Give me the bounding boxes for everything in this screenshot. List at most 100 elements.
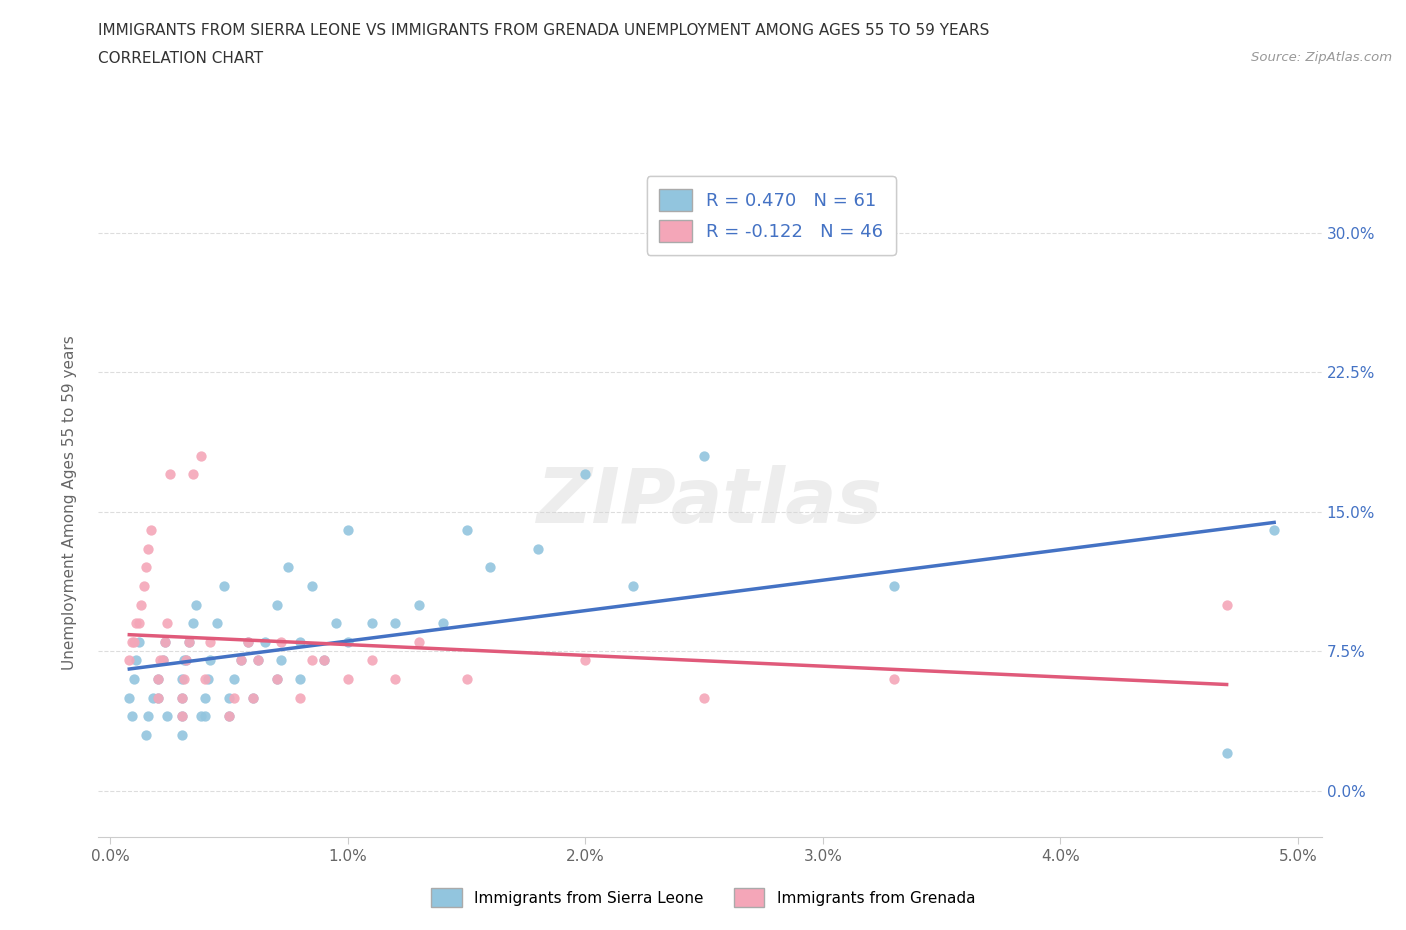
Point xyxy=(177,634,200,649)
Point xyxy=(190,709,212,724)
Point xyxy=(408,634,430,649)
Point xyxy=(156,709,179,724)
Point xyxy=(218,709,240,724)
Legend: Immigrants from Sierra Leone, Immigrants from Grenada: Immigrants from Sierra Leone, Immigrants… xyxy=(425,883,981,913)
Point xyxy=(170,671,193,686)
Point xyxy=(527,541,550,556)
Point xyxy=(277,560,299,575)
Point xyxy=(270,653,292,668)
Point xyxy=(190,448,212,463)
Point xyxy=(125,616,148,631)
Point xyxy=(135,727,157,742)
Point xyxy=(139,523,162,538)
Point xyxy=(198,653,221,668)
Y-axis label: Unemployment Among Ages 55 to 59 years: Unemployment Among Ages 55 to 59 years xyxy=(62,335,77,670)
Point xyxy=(301,578,323,593)
Point xyxy=(229,653,252,668)
Point xyxy=(170,690,193,705)
Point xyxy=(149,653,172,668)
Point xyxy=(122,671,145,686)
Point xyxy=(266,671,288,686)
Point xyxy=(408,597,430,612)
Point xyxy=(1263,523,1285,538)
Point xyxy=(693,690,716,705)
Point xyxy=(194,671,217,686)
Point xyxy=(121,634,143,649)
Point xyxy=(205,616,228,631)
Point xyxy=(152,653,174,668)
Point xyxy=(170,709,193,724)
Point xyxy=(146,671,169,686)
Point xyxy=(384,671,406,686)
Point xyxy=(198,634,221,649)
Point xyxy=(222,671,245,686)
Point xyxy=(159,467,181,482)
Point xyxy=(197,671,219,686)
Point xyxy=(883,578,905,593)
Point xyxy=(270,634,292,649)
Point xyxy=(246,653,269,668)
Point xyxy=(176,653,198,668)
Point xyxy=(194,709,217,724)
Point xyxy=(136,541,159,556)
Point xyxy=(125,653,148,668)
Point xyxy=(242,690,264,705)
Point xyxy=(336,671,359,686)
Point xyxy=(135,560,157,575)
Point xyxy=(122,634,145,649)
Point xyxy=(290,671,312,686)
Point xyxy=(574,653,596,668)
Point xyxy=(146,690,169,705)
Point xyxy=(170,727,193,742)
Point xyxy=(132,578,155,593)
Point xyxy=(301,653,323,668)
Point xyxy=(432,616,454,631)
Point xyxy=(325,616,347,631)
Point xyxy=(290,690,312,705)
Point xyxy=(156,616,179,631)
Legend: R = 0.470   N = 61, R = -0.122   N = 46: R = 0.470 N = 61, R = -0.122 N = 46 xyxy=(647,177,896,255)
Point xyxy=(183,467,205,482)
Point xyxy=(360,616,382,631)
Point xyxy=(456,671,478,686)
Point xyxy=(128,634,150,649)
Point xyxy=(456,523,478,538)
Text: CORRELATION CHART: CORRELATION CHART xyxy=(98,51,263,66)
Point xyxy=(118,653,141,668)
Point xyxy=(128,616,150,631)
Point xyxy=(214,578,236,593)
Point xyxy=(176,653,198,668)
Point xyxy=(290,634,312,649)
Point xyxy=(118,690,141,705)
Point xyxy=(621,578,644,593)
Point xyxy=(129,597,152,612)
Point xyxy=(218,709,240,724)
Text: IMMIGRANTS FROM SIERRA LEONE VS IMMIGRANTS FROM GRENADA UNEMPLOYMENT AMONG AGES : IMMIGRANTS FROM SIERRA LEONE VS IMMIGRAN… xyxy=(98,23,990,38)
Point xyxy=(146,671,169,686)
Text: Source: ZipAtlas.com: Source: ZipAtlas.com xyxy=(1251,51,1392,64)
Point xyxy=(218,690,240,705)
Point xyxy=(173,653,195,668)
Point xyxy=(153,634,176,649)
Point xyxy=(1215,597,1237,612)
Point xyxy=(236,634,259,649)
Point xyxy=(170,709,193,724)
Point xyxy=(266,597,288,612)
Point xyxy=(242,690,264,705)
Point xyxy=(253,634,276,649)
Point xyxy=(336,634,359,649)
Text: ZIPatlas: ZIPatlas xyxy=(537,465,883,539)
Point xyxy=(312,653,335,668)
Point xyxy=(384,616,406,631)
Point xyxy=(266,671,288,686)
Point xyxy=(1215,746,1237,761)
Point xyxy=(883,671,905,686)
Point xyxy=(183,616,205,631)
Point xyxy=(121,709,143,724)
Point xyxy=(194,690,217,705)
Point xyxy=(246,653,269,668)
Point xyxy=(153,634,176,649)
Point xyxy=(360,653,382,668)
Point xyxy=(574,467,596,482)
Point xyxy=(152,653,174,668)
